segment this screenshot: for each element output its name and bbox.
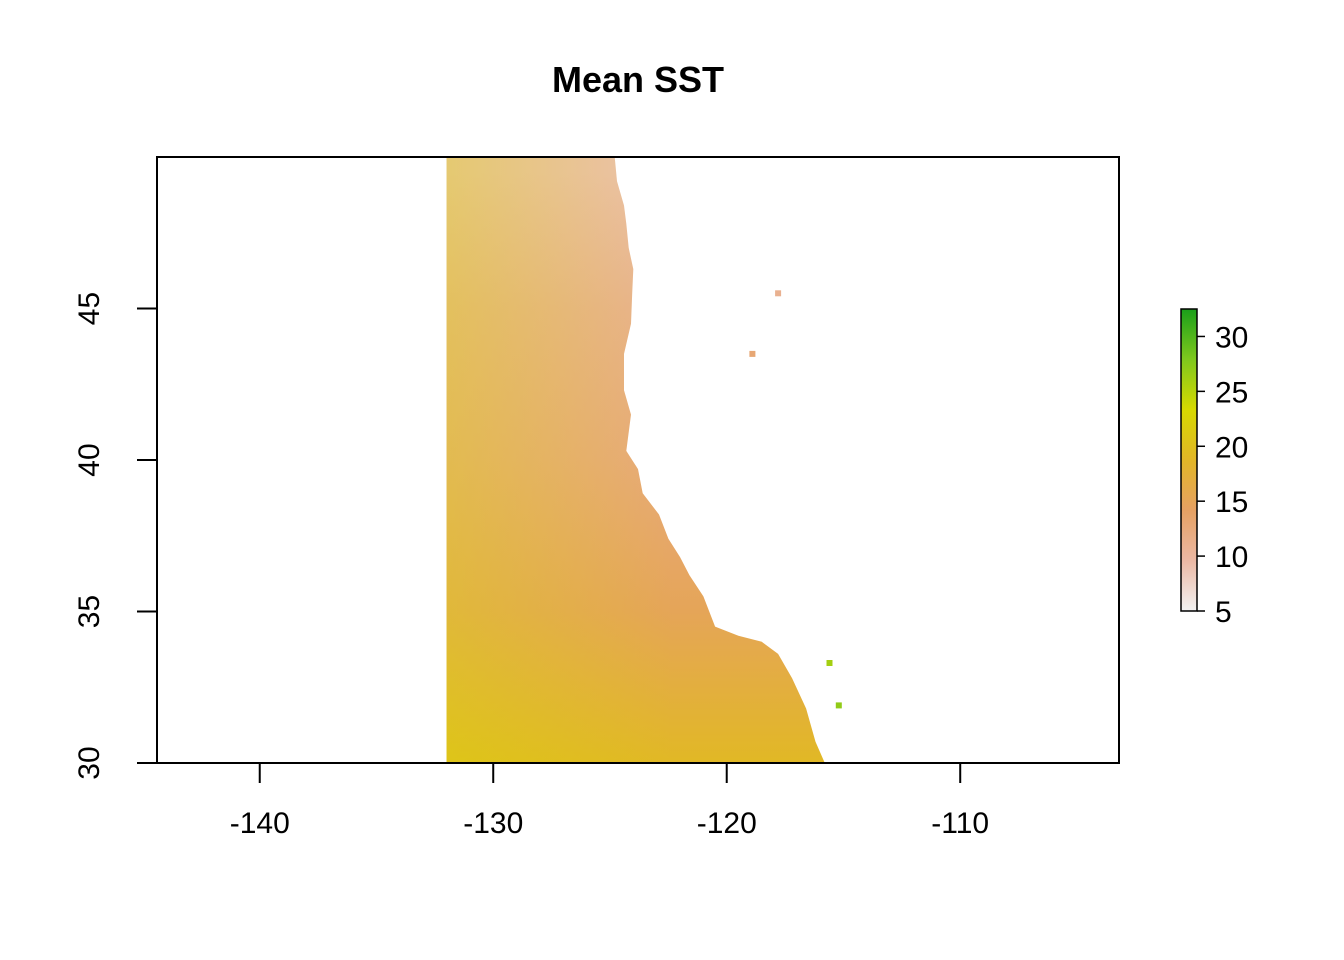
legend-tick-label: 20 xyxy=(1215,431,1248,464)
island-pixels xyxy=(749,290,842,709)
x-tick-label: -130 xyxy=(463,807,523,840)
y-tick-label: 30 xyxy=(73,746,106,779)
x-tick-label: -140 xyxy=(230,807,290,840)
sst-raster-shading xyxy=(446,157,825,763)
x-tick-label: -110 xyxy=(931,807,989,840)
island-pixel xyxy=(826,660,833,666)
chart-title: Mean SST xyxy=(552,59,724,100)
y-tick-label: 35 xyxy=(73,595,106,628)
legend-tick-label: 10 xyxy=(1215,541,1248,574)
y-tick-label: 45 xyxy=(73,292,106,325)
color-legend-ticks: 5 10 15 20 25 30 xyxy=(1197,321,1248,629)
legend-tick-label: 25 xyxy=(1215,376,1248,409)
island-pixel xyxy=(775,290,782,297)
color-legend: 5 10 15 20 25 30 xyxy=(1180,308,1248,629)
x-tick-label: -120 xyxy=(697,807,757,840)
legend-tick-label: 30 xyxy=(1215,321,1248,354)
x-axis: -140 -130 -120 -110 xyxy=(230,762,989,840)
island-pixel xyxy=(835,702,842,709)
raster-layer xyxy=(446,157,842,763)
color-legend-bar xyxy=(1180,308,1198,612)
legend-tick-label: 5 xyxy=(1215,596,1232,629)
y-axis: 30 35 40 45 xyxy=(73,292,158,780)
island-pixel xyxy=(749,350,756,357)
legend-tick-label: 15 xyxy=(1215,486,1248,519)
y-tick-label: 40 xyxy=(73,443,106,476)
